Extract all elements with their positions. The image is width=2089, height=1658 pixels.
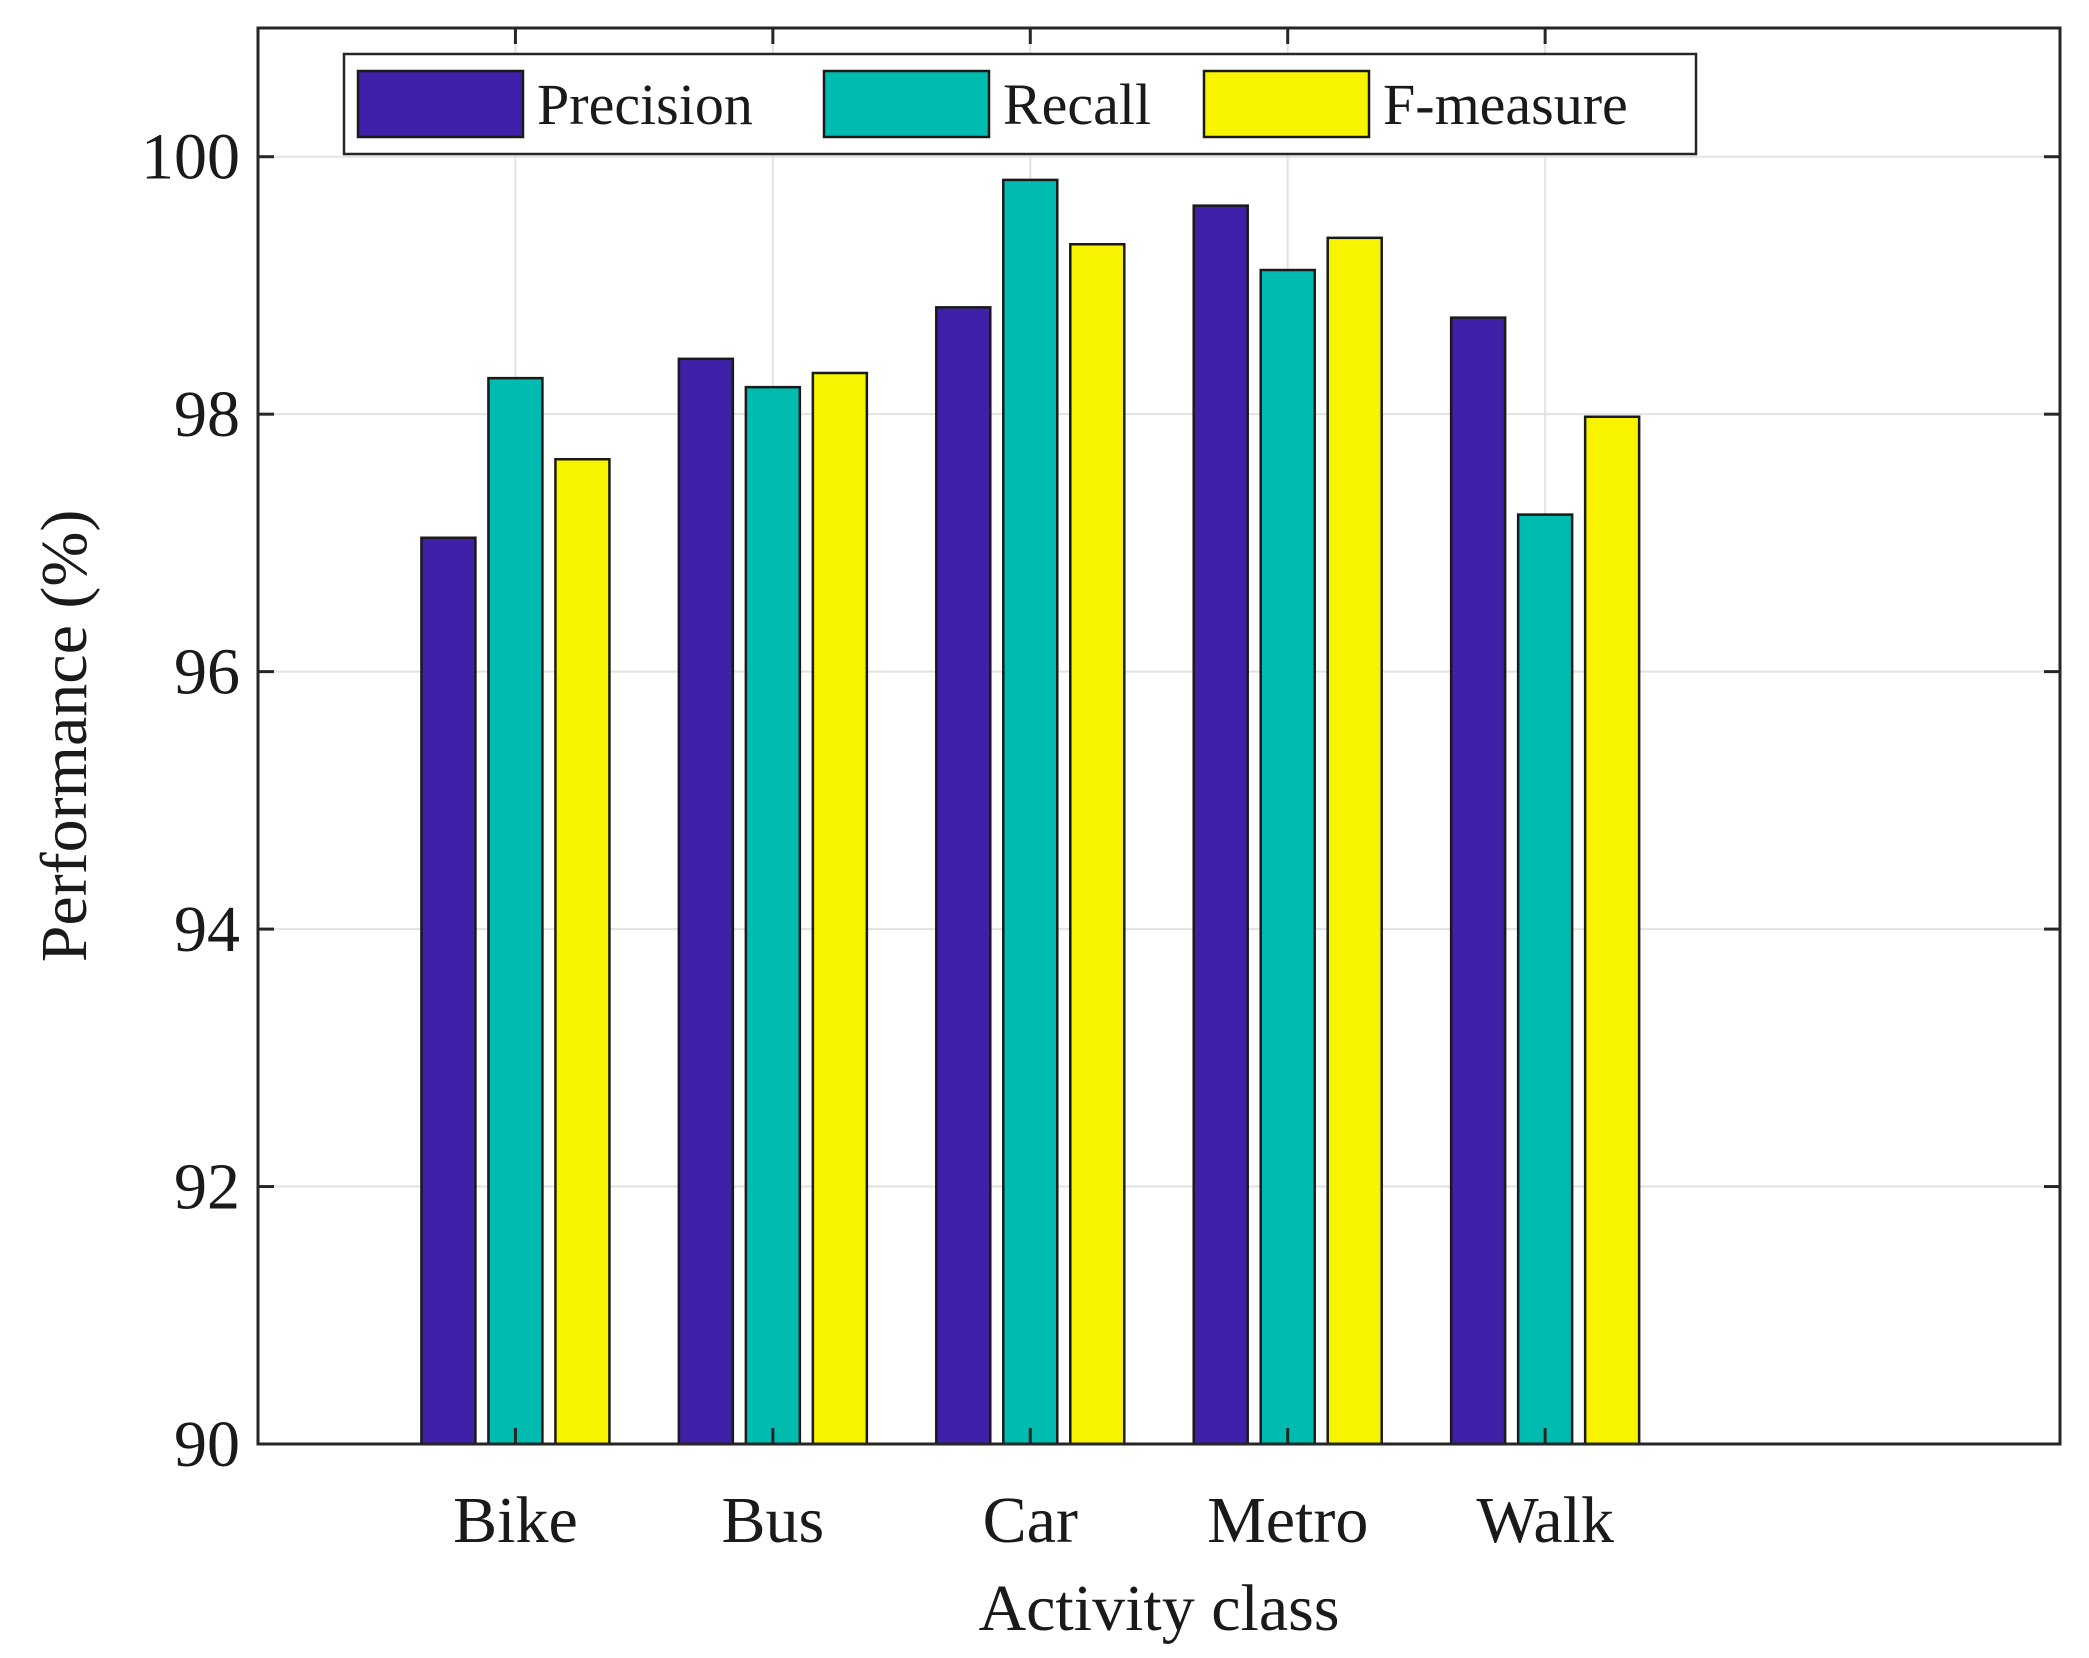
legend-label-f-measure: F-measure (1383, 72, 1628, 137)
x-tick-label: Bus (721, 1484, 824, 1557)
axes-frame (256, 26, 2062, 1446)
legend-swatch-recall (822, 69, 991, 139)
bar-car-recall (1002, 178, 1059, 1446)
legend: Precision Recall F-measure (342, 52, 1698, 156)
bar-car-precision (935, 306, 992, 1446)
y-tick-label: 92 (174, 1151, 240, 1224)
x-tick-labels: Bike Bus Car Metro Walk (453, 1484, 1614, 1557)
bars (420, 178, 1641, 1446)
legend-swatch-f-measure (1202, 69, 1371, 139)
axis-ticks (258, 28, 2060, 1446)
legend-swatch-precision (356, 69, 525, 139)
legend-label-recall: Recall (1003, 72, 1151, 137)
legend-label-precision: Precision (537, 72, 753, 137)
bar-metro-recall (1259, 268, 1316, 1446)
x-tick-label: Car (983, 1484, 1078, 1557)
bar-car-f-measure (1069, 243, 1126, 1446)
bar-bus-precision (677, 357, 735, 1446)
bar-bus-f-measure (811, 371, 869, 1446)
y-tick-label: 100 (141, 121, 240, 194)
bar-bike-recall (487, 376, 544, 1446)
bar-metro-f-measure (1326, 236, 1383, 1446)
y-tick-label: 90 (174, 1408, 240, 1481)
bar-metro-precision (1192, 204, 1249, 1446)
x-tick-label: Walk (1476, 1484, 1614, 1557)
bar-walk-recall (1516, 513, 1574, 1446)
bar-bike-f-measure (554, 457, 611, 1446)
legend-box (342, 52, 1698, 156)
y-tick-labels: 90 92 94 96 98 100 (141, 121, 240, 1481)
bar-bike-precision (420, 536, 477, 1446)
y-tick-label: 96 (174, 636, 240, 709)
bar-walk-precision (1449, 316, 1507, 1446)
y-tick-label: 94 (174, 893, 240, 966)
bar-walk-f-measure (1583, 415, 1641, 1446)
x-tick-label: Bike (453, 1484, 578, 1557)
bar-bus-recall (744, 385, 802, 1446)
x-axis-label: Activity class (978, 1572, 1339, 1645)
y-tick-label: 98 (174, 378, 240, 451)
y-axis-label: Performance (%) (28, 510, 101, 963)
x-tick-label: Metro (1207, 1484, 1368, 1557)
